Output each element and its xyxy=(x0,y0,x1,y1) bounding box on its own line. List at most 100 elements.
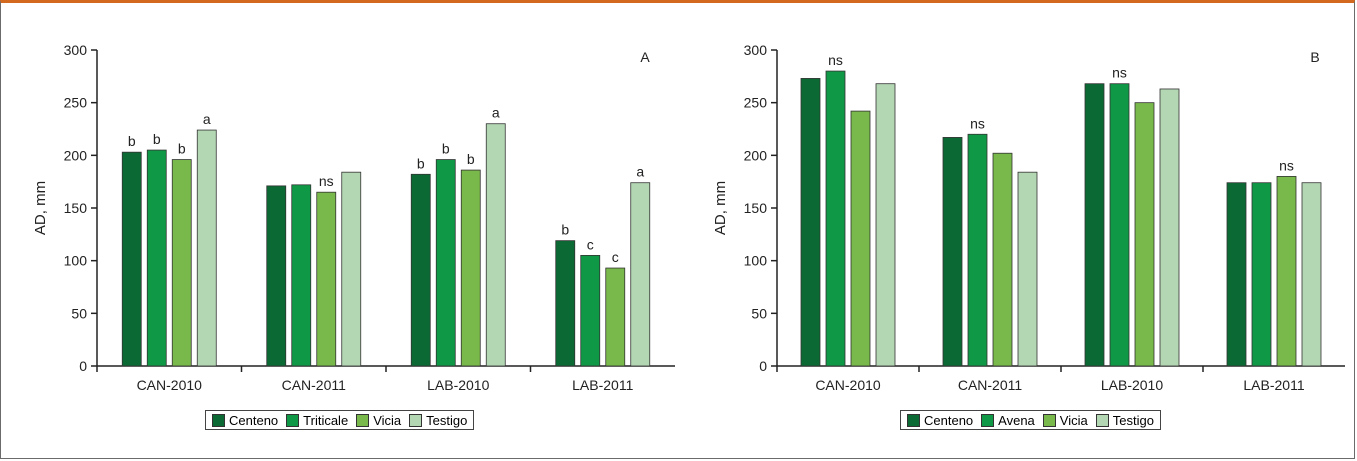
y-tick-label: 150 xyxy=(64,200,88,216)
bar-vicia xyxy=(171,159,192,367)
bar-annotation: b xyxy=(178,141,186,157)
legend-swatch xyxy=(907,413,920,427)
bar-annotation: b xyxy=(467,151,475,167)
legend-item: Vicia xyxy=(356,413,401,428)
bar-avena xyxy=(967,133,988,367)
bar-centeno xyxy=(410,173,431,367)
bar-centeno xyxy=(266,185,287,367)
bar-annotation: b xyxy=(128,133,136,149)
bar-annotation: b xyxy=(153,131,161,147)
legend-item: Testigo xyxy=(1095,412,1154,428)
bar-annotation: c xyxy=(612,249,619,265)
x-tick-label: LAB-2011 xyxy=(1243,377,1304,393)
y-tick-label: 0 xyxy=(79,358,87,374)
bar-annotation: b xyxy=(417,155,425,171)
bar-avena xyxy=(825,70,846,367)
bar-triticale xyxy=(291,184,312,367)
legend-b: Centeno Avena Vicia Testigo xyxy=(900,410,1161,430)
x-tick-label: CAN-2010 xyxy=(815,377,881,393)
chart-b-svg: 0 50 100 150 200 250 300 AD, mm B CAN-2010 ns CAN-2… xyxy=(712,42,1345,393)
bar-centeno xyxy=(1226,182,1247,367)
legend-label: Vicia xyxy=(373,412,402,428)
bar-testigo xyxy=(875,83,896,367)
bar-annotation: ns xyxy=(1112,65,1127,81)
y-tick-label: 50 xyxy=(751,305,767,321)
legend-label: Avena xyxy=(998,412,1035,428)
y-tick-label: 0 xyxy=(759,358,767,374)
legend-label: Testigo xyxy=(1112,412,1154,428)
bar-annotation: ns xyxy=(970,115,985,131)
x-tick-label: CAN-2011 xyxy=(958,377,1023,393)
y-tick-label: 150 xyxy=(744,200,768,216)
legend-label: Centeno xyxy=(924,412,974,428)
bar-vicia xyxy=(460,169,481,367)
bar-vicia xyxy=(605,267,626,367)
legend-item: Centeno xyxy=(907,413,973,428)
y-tick-label: 100 xyxy=(744,253,768,269)
bar-annotation: a xyxy=(636,164,644,180)
legend-swatch xyxy=(356,413,370,427)
legend-swatch xyxy=(981,413,995,427)
legend-label: Testigo xyxy=(426,412,468,428)
bar-annotation: a xyxy=(203,111,211,127)
legend-item: Avena xyxy=(981,413,1035,428)
bar-centeno xyxy=(942,137,963,367)
legend-item: Triticale xyxy=(286,413,348,428)
legend-swatch xyxy=(1095,413,1109,427)
bar-avena xyxy=(1251,182,1272,367)
bar-annotation: a xyxy=(492,105,500,121)
chart-panel-b: 0 50 100 150 200 250 300 AD, mm B CAN-2010 ns CAN-2… xyxy=(690,10,1350,450)
legend-swatch xyxy=(212,413,225,427)
x-tick-label: CAN-2011 xyxy=(282,377,347,393)
x-tick-label: LAB-2010 xyxy=(427,377,489,393)
panel-label: B xyxy=(1310,49,1319,65)
bar-testigo xyxy=(485,123,506,367)
legend-label: Vicia xyxy=(1059,412,1088,428)
legend-swatch xyxy=(1042,413,1056,427)
legend-a: Centeno Triticale Vicia Testigo xyxy=(205,410,475,430)
y-tick-label: 50 xyxy=(71,305,87,321)
x-tick-label: LAB-2010 xyxy=(1101,377,1163,393)
bar-triticale xyxy=(580,254,601,367)
legend-label: Centeno xyxy=(229,412,279,428)
bar-testigo xyxy=(1017,171,1038,367)
bar-centeno xyxy=(121,151,142,367)
legend-swatch xyxy=(286,413,300,427)
y-tick-label: 200 xyxy=(744,147,768,163)
x-tick-label: LAB-2011 xyxy=(572,377,633,393)
bar-annotation: b xyxy=(561,222,569,238)
bar-vicia xyxy=(1276,175,1297,367)
y-tick-label: 100 xyxy=(64,253,88,269)
bar-vicia xyxy=(992,152,1013,367)
legend-label: Triticale xyxy=(303,412,349,428)
bar-vicia xyxy=(850,110,871,367)
y-tick-label: 250 xyxy=(744,95,768,111)
bar-annotation: ns xyxy=(319,173,334,189)
bar-annotation: ns xyxy=(828,52,843,68)
bar-testigo xyxy=(196,129,217,367)
y-tick-label: 200 xyxy=(64,147,88,163)
y-tick-label: 300 xyxy=(64,42,88,58)
y-axis-label: AD, mm xyxy=(32,181,49,235)
bar-testigo xyxy=(1301,182,1322,367)
bar-annotation: c xyxy=(587,236,594,252)
bar-centeno xyxy=(555,240,576,367)
bar-annotation: ns xyxy=(1279,157,1294,173)
legend-item: Vicia xyxy=(1042,412,1088,428)
bar-testigo xyxy=(341,171,362,367)
bar-vicia xyxy=(316,191,337,367)
panel-label: A xyxy=(640,49,650,65)
chart-a-svg: 0 50 100 150 200 250 300 AD, mm A CAN-2010 b b b a CAN… xyxy=(32,42,675,393)
x-tick-label: CAN-2010 xyxy=(137,377,203,393)
bar-vicia xyxy=(1134,102,1155,367)
bar-triticale xyxy=(435,159,456,367)
bar-avena xyxy=(1109,83,1130,367)
bar-annotation: b xyxy=(442,141,450,157)
chart-panel-a: 0 50 100 150 200 250 300 AD, mm A CAN-2010 b b b a CAN… xyxy=(10,10,680,450)
legend-item: Testigo xyxy=(409,413,467,428)
bar-centeno xyxy=(1084,83,1105,367)
bar-testigo xyxy=(1159,88,1180,367)
bar-testigo xyxy=(630,182,651,367)
y-axis-label: AD, mm xyxy=(712,181,729,235)
